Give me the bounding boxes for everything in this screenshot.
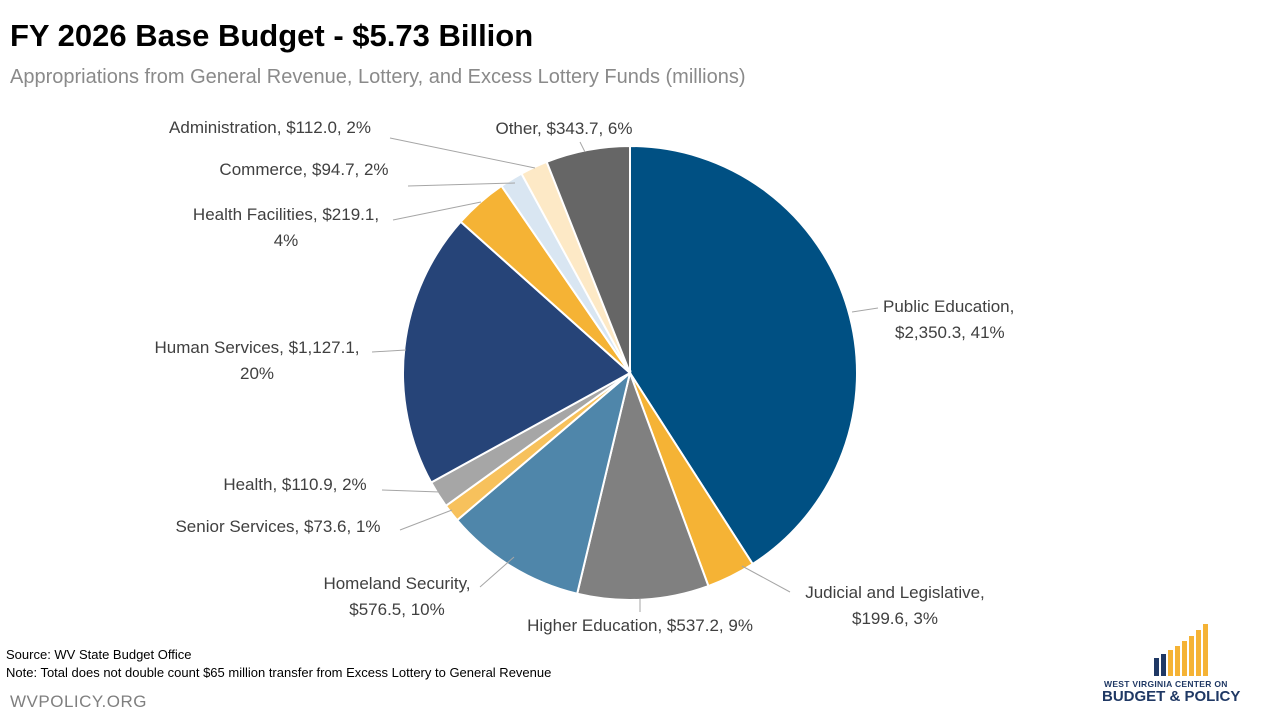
- logo-bar: [1189, 636, 1194, 676]
- slice-label: Higher Education, $537.2, 9%: [527, 616, 753, 635]
- slice-label: Administration, $112.0, 2%: [169, 118, 371, 137]
- slice-label-line: Higher Education, $537.2, 9%: [527, 616, 753, 635]
- logo-bar: [1182, 641, 1187, 676]
- pie-slice: [455, 370, 632, 595]
- logo-text-top: WEST VIRGINIA CENTER ON: [1104, 679, 1228, 689]
- slice-label-line: Public Education,: [883, 297, 1014, 316]
- slice-label-line: 20%: [240, 364, 274, 383]
- slice-label: Homeland Security, $576.5, 10%: [323, 574, 470, 619]
- slice-label-line: Health Facilities, $219.1,: [193, 205, 379, 224]
- slice-label-line: Senior Services, $73.6, 1%: [175, 517, 380, 536]
- leader-line: [579, 141, 586, 153]
- slice-label: Public Education, $2,350.3, 41%: [883, 297, 1014, 342]
- slice-label-line: $199.6, 3%: [852, 609, 938, 628]
- leader-line: [371, 349, 407, 353]
- slice-label-line: Commerce, $94.7, 2%: [219, 160, 388, 179]
- slice-label-line: $2,350.3, 41%: [895, 323, 1005, 342]
- slice-label: Health Facilities, $219.1, 4%: [193, 205, 379, 250]
- leader-line: [389, 137, 536, 169]
- slice-label-line: Human Services, $1,127.1,: [154, 338, 359, 357]
- leader-line: [399, 509, 453, 531]
- website-link[interactable]: WVPOLICY.ORG: [10, 692, 147, 711]
- pie-slice: [575, 369, 710, 601]
- chart-title: FY 2026 Base Budget - $5.73 Billion: [10, 18, 534, 53]
- chart-subtitle: Appropriations from General Revenue, Lot…: [10, 66, 746, 88]
- leader-lines: [371, 137, 879, 612]
- slice-labels: Public Education, $2,350.3, 41% Judicial a…: [154, 118, 1014, 635]
- slice-label: Health, $110.9, 2%: [223, 475, 366, 494]
- source-note: Source: WV State Budget Office: [6, 647, 192, 662]
- slice-label: Senior Services, $73.6, 1%: [175, 517, 380, 536]
- slice-label-line: Other, $343.7, 6%: [495, 119, 632, 138]
- slice-label: Judicial and Legislative, $199.6, 3%: [805, 583, 985, 628]
- leader-line: [392, 201, 482, 221]
- slice-label: Other, $343.7, 6%: [495, 119, 632, 138]
- pie-chart: Public Education, $2,350.3, 41% Judicial a…: [154, 118, 1014, 635]
- logo-bar: [1161, 654, 1166, 676]
- pie-slices: [402, 144, 858, 601]
- slice-label-line: Administration, $112.0, 2%: [169, 118, 371, 137]
- logo-bars-icon: [1154, 624, 1214, 676]
- leader-line: [407, 182, 516, 187]
- leader-line: [381, 489, 441, 493]
- logo-bar: [1203, 624, 1208, 676]
- wvcbp-logo: WEST VIRGINIA CENTER ON BUDGET & POLICY: [1100, 624, 1260, 708]
- footnote: Note: Total does not double count $65 mi…: [6, 665, 552, 680]
- slice-label-line: Judicial and Legislative,: [805, 583, 985, 602]
- logo-bar: [1168, 650, 1173, 676]
- logo-bar: [1175, 646, 1180, 676]
- pie-slice: [545, 144, 631, 374]
- slice-label-line: Health, $110.9, 2%: [223, 475, 366, 494]
- logo-text-bottom: BUDGET & POLICY: [1102, 688, 1241, 705]
- logo-bar: [1154, 658, 1159, 676]
- logo-bar: [1196, 630, 1201, 676]
- slice-label-line: Homeland Security,: [323, 574, 470, 593]
- slice-label: Commerce, $94.7, 2%: [219, 160, 388, 179]
- slice-label-line: $576.5, 10%: [349, 600, 444, 619]
- leader-line: [479, 556, 515, 588]
- leader-line: [741, 565, 791, 593]
- slice-label-line: 4%: [274, 231, 299, 250]
- pie-slice: [402, 220, 632, 484]
- slice-label: Human Services, $1,127.1, 20%: [154, 338, 359, 383]
- leader-line: [851, 307, 879, 313]
